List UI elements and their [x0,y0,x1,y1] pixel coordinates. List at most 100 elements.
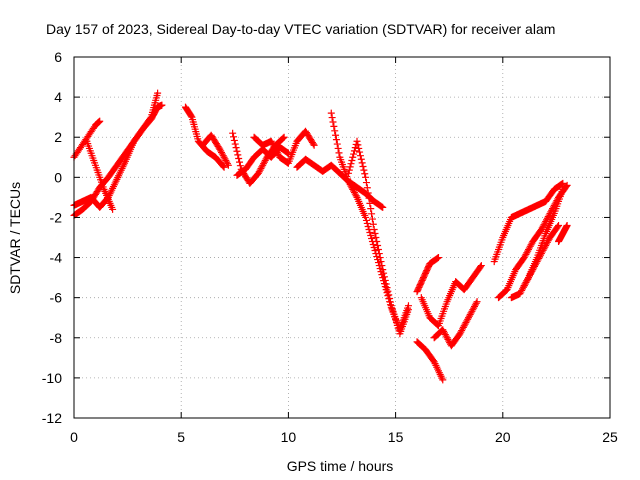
series-arc-17 [490,179,567,266]
data-point [334,144,342,152]
data-point [328,114,336,122]
data-point [347,182,355,190]
data-point [540,221,548,229]
x-tick-label: 25 [602,429,618,445]
data-point [109,205,117,213]
data-point [269,140,277,148]
data-point [547,208,555,216]
data-point [346,181,354,189]
data-point [525,246,533,254]
data-point [528,267,536,275]
data-point [332,136,340,144]
y-axis-label: SDTVAR / TECUs [7,182,23,294]
data-point [361,170,369,178]
data-point [440,329,448,337]
data-point [374,242,382,250]
data-point [563,181,571,189]
data-point [557,181,565,189]
data-point [540,245,548,253]
x-tick-label: 15 [388,429,404,445]
data-point [380,269,388,277]
data-point [466,311,474,319]
data-point [369,220,377,228]
data-point [380,273,388,281]
data-point [219,152,227,160]
data-point [522,250,530,258]
y-tick-label: 4 [54,89,62,105]
data-point [523,277,531,285]
data-point [362,173,370,181]
y-tick-label: 2 [54,129,62,145]
data-point [236,162,244,170]
data-point [541,243,549,251]
data-point [367,231,375,239]
data-point [365,194,373,202]
data-point [516,290,524,298]
data-point [274,150,282,158]
data-point [457,328,465,336]
data-point [520,254,528,262]
data-point [267,137,275,145]
data-point [256,166,264,174]
data-point [473,298,481,306]
data-point [235,154,243,162]
data-point [433,255,441,263]
data-point [379,203,387,211]
data-point [258,163,266,171]
data-point [526,270,534,278]
data-point [537,250,545,258]
data-point [220,163,228,171]
data-point [537,225,545,233]
data-point [521,280,529,288]
data-point [468,307,476,315]
data-point [538,248,546,256]
data-point [538,224,546,232]
data-point [349,185,357,193]
data-point [461,320,469,328]
data-point [534,256,542,264]
data-point [362,179,370,187]
data-point [529,266,537,274]
data-point [458,327,466,335]
data-point [501,287,509,295]
data-point [344,169,352,177]
data-point [230,136,238,144]
data-point [272,147,280,155]
data-point [559,179,567,187]
data-point [477,262,485,270]
chart-title: Day 157 of 2023, Sidereal Day-to-day VTE… [46,21,555,37]
data-point [520,282,528,290]
data-point [462,319,470,327]
data-point [364,189,372,197]
data-point [477,263,485,271]
data-point [522,278,530,286]
data-point [257,165,265,173]
data-point [524,247,532,255]
data-point [543,214,551,222]
y-tick-label: -12 [42,410,62,426]
data-point [554,223,562,231]
series-arc-11 [327,109,412,334]
data-point [530,264,538,272]
series-arc-14 [417,262,485,330]
data-point [333,140,341,148]
data-point [259,161,267,169]
data-point [229,129,237,137]
data-point [359,163,367,171]
data-point [230,133,238,141]
data-point [356,148,364,156]
data-point [536,253,544,261]
data-point [531,262,539,270]
data-point [280,133,288,141]
data-point [377,258,385,266]
x-axis-label: GPS time / hours [287,458,394,474]
data-point [345,179,353,187]
y-tick-label: -6 [50,290,63,306]
data-point [272,145,280,153]
data-point [362,213,370,221]
data-point [383,284,391,292]
data-point [464,315,472,323]
series-arc-21 [555,221,571,246]
data-point [362,216,370,224]
data-point [215,144,223,152]
